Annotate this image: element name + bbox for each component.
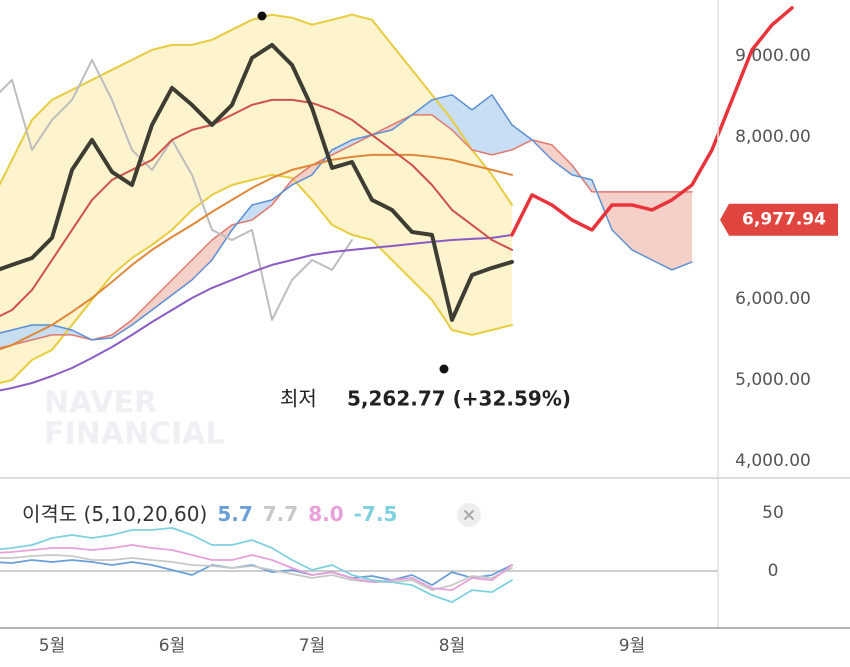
- low-value: 5,262.77 (+32.59%): [347, 387, 571, 411]
- cloud-fill: [472, 94, 492, 155]
- series-line: [0, 42, 514, 322]
- y-tick-label: 0: [768, 561, 779, 581]
- cloud-fill: [152, 279, 172, 310]
- low-marker: [439, 364, 449, 374]
- legend-value: -7.5: [354, 502, 398, 526]
- series-line: [510, 6, 794, 237]
- current-price-box: [720, 203, 838, 236]
- cloud-fill: [0, 329, 12, 348]
- cloud-fill: [652, 191, 672, 270]
- series-line: [0, 527, 513, 603]
- cloud-fill: [132, 299, 152, 325]
- cloud-fill: [32, 324, 52, 340]
- legend-value: 8.0: [308, 502, 343, 526]
- cloud-fill: [512, 124, 532, 150]
- y-tick-label: 9,000.00: [735, 46, 811, 66]
- x-tick-label: 7월: [299, 636, 325, 656]
- series-line: [0, 153, 513, 351]
- y-tick-label: 4,000.00: [735, 451, 811, 471]
- current-price-label: 6,977.94: [742, 210, 826, 230]
- cloud-fill: [612, 191, 632, 250]
- cloud-fill: [332, 139, 352, 155]
- indicator-title: 이격도 (5,10,20,60) 5.7 7.7 8.0 -7.5: [22, 502, 397, 526]
- series-line: [0, 98, 513, 318]
- indicator-name: 이격도 (5,10,20,60): [22, 502, 207, 526]
- cloud-fill: [452, 94, 472, 150]
- legend-value: 5.7: [217, 502, 252, 526]
- cloud-fill: [632, 191, 652, 260]
- y-tick-label: 6,000.00: [735, 289, 811, 309]
- cloud-fill: [672, 191, 692, 270]
- cloud-fill: [432, 94, 452, 130]
- series-line: [0, 544, 513, 591]
- x-tick-label: 8월: [439, 636, 465, 656]
- series-line: [0, 233, 513, 392]
- series-line: [0, 94, 693, 341]
- watermark: FINANCIAL: [44, 417, 225, 452]
- x-tick-label: 9월: [619, 636, 645, 656]
- cloud-fill: [172, 259, 192, 295]
- cloud-fill: [192, 239, 212, 280]
- series-line: [0, 173, 513, 384]
- cloud-fill: [252, 199, 272, 220]
- band-fill: [0, 14, 512, 383]
- low-label: 최저: [280, 387, 317, 411]
- series-line: [0, 559, 513, 586]
- series-line: [0, 554, 513, 591]
- close-button[interactable]: [457, 503, 481, 527]
- y-tick-label: 8,000.00: [735, 127, 811, 147]
- watermark: NAVER: [44, 386, 157, 421]
- cloud-fill: [292, 164, 312, 185]
- x-tick-label: 6월: [159, 636, 185, 656]
- cloud-fill: [12, 324, 32, 345]
- legend-value: 7.7: [263, 502, 298, 526]
- cloud-fill: [492, 94, 512, 155]
- high-marker: [257, 11, 267, 21]
- y-tick-label: 50: [762, 503, 784, 523]
- series-line: [0, 114, 693, 349]
- x-tick-label: 5월: [39, 636, 65, 656]
- cloud-fill: [552, 144, 572, 175]
- y-tick-label: 5,000.00: [735, 370, 811, 390]
